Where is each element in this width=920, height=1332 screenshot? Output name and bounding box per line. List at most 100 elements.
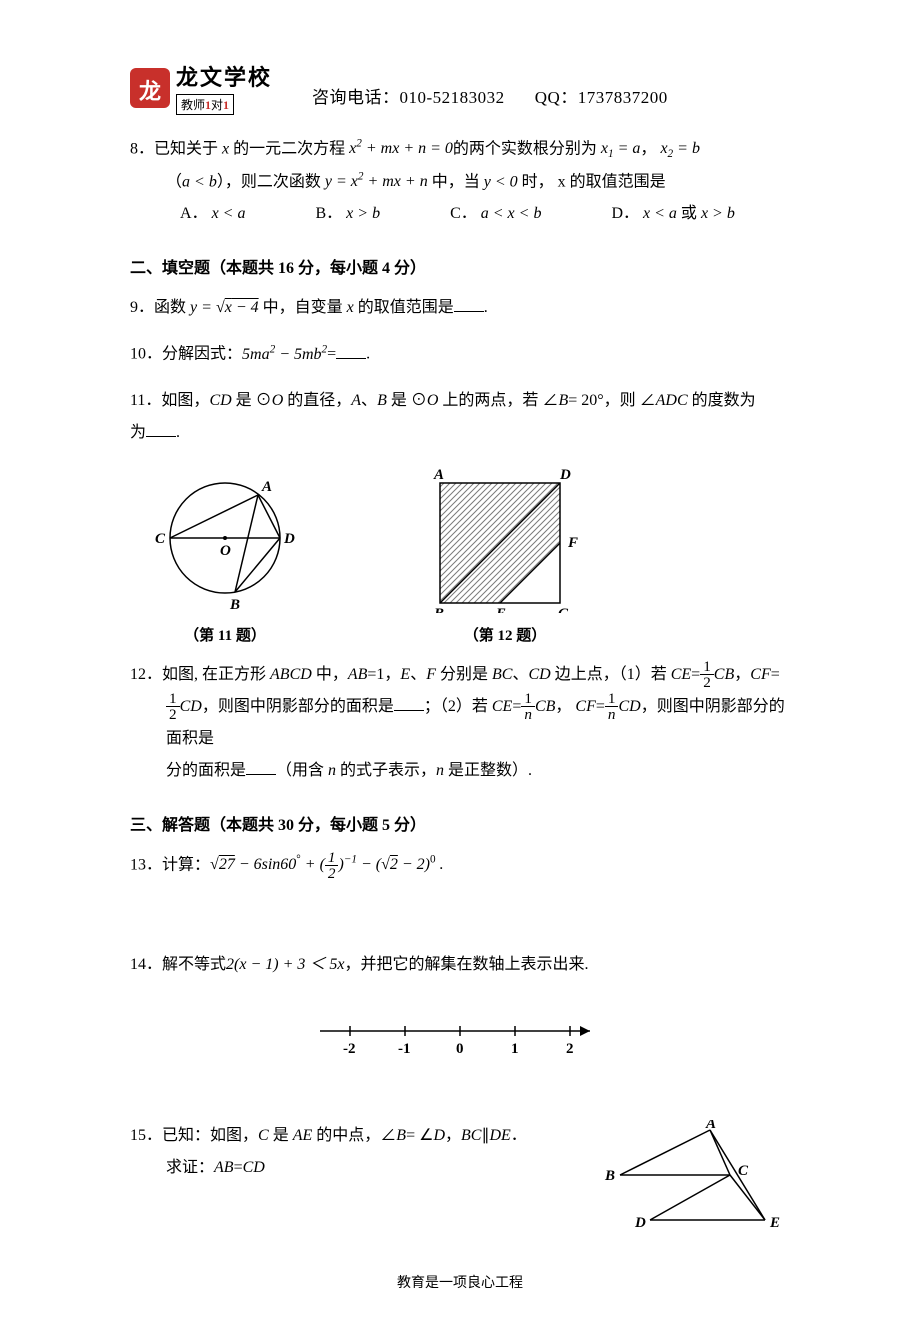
tick-1: 1 [511, 1041, 519, 1057]
q10-t1: 分解因式： [162, 346, 242, 363]
q11-sep: 、 [361, 392, 377, 409]
q15-t6: ． [511, 1127, 527, 1144]
q11-cd: CD [209, 392, 231, 409]
q11-o2: O [427, 392, 439, 409]
section-2-title: 二、填空题（本题共 16 分，每小题 4 分） [130, 254, 790, 278]
fig12-D: D [559, 467, 571, 483]
q12-t3: 分别是 [436, 666, 492, 683]
q8-optB-label: B． [315, 205, 342, 222]
subtitle-prefix: 教师 [181, 98, 205, 112]
q15-prove: 求证： [166, 1159, 214, 1176]
q8-optA: A． x < a [180, 198, 245, 230]
fig12-C: C [558, 606, 569, 613]
frac-num: 1 [521, 691, 535, 707]
q11-t6: = 20°，则 ∠ [568, 392, 655, 409]
fig11-svg: A C D O B [140, 463, 310, 613]
page: 龙文学校 教师1对1 咨询电话：010-52183032 QQ：17378372… [0, 0, 920, 1332]
q12-ce: CE [671, 666, 691, 683]
tick-neg2: -2 [343, 1041, 356, 1057]
q8-optC-label: C． [450, 205, 477, 222]
q12-bc: BC [492, 666, 512, 683]
qq-label: QQ： [535, 88, 578, 107]
q12-blank2 [246, 758, 276, 775]
fig12-svg: A D F B E C [410, 463, 600, 613]
fig12-E: E [495, 606, 506, 613]
frac-num: 1 [325, 850, 339, 866]
fig12-caption: （第 12 题） [410, 624, 600, 645]
q12-num: 12． [130, 666, 162, 683]
q15-d: D [433, 1127, 445, 1144]
q8-num: 8． [130, 140, 154, 157]
q8-t3: 的两个实数根分别为 [453, 140, 601, 157]
q8-ycond: y < 0 [484, 173, 518, 190]
q8-cond: a < b [182, 173, 217, 190]
q8-mid: 中，当 [428, 173, 484, 190]
q12-t8: （用含 [276, 762, 328, 779]
fig11-caption: （第 11 题） [140, 624, 310, 645]
fig15-B: B [604, 1168, 615, 1184]
question-10: 10．分解因式：5ma2 − 5mb2=. [130, 338, 790, 370]
fig11-O: O [220, 543, 231, 559]
question-8: 8．已知关于 x 的一元二次方程 x2 + mx + n = 0的两个实数根分别… [130, 133, 790, 230]
number-line-svg: -2 -1 0 1 2 [310, 1011, 610, 1061]
fig15-A: A [705, 1120, 716, 1132]
q12-n2: 1n [605, 691, 619, 722]
q8-optA-label: A． [180, 205, 208, 222]
q13-t1: 计算： [162, 856, 210, 873]
one-2: 1 [223, 98, 229, 112]
qq: QQ：1737837200 [535, 83, 668, 108]
q12-cd3: CD [618, 698, 640, 715]
frac-den: 2 [166, 707, 180, 722]
q8-open: （ [166, 173, 182, 190]
fig15-E: E [769, 1215, 780, 1231]
qq-number: 1737837200 [578, 88, 668, 107]
q8-t2: 的一元二次方程 [229, 140, 349, 157]
spacer-13 [130, 895, 790, 935]
figure-15: A B C D E [590, 1120, 790, 1252]
q12-comma: ， [734, 666, 750, 683]
q14-num: 14． [130, 956, 162, 973]
q15-b: B [396, 1127, 406, 1144]
logo-icon [130, 68, 170, 108]
q12-t10: 是正整数）. [444, 762, 532, 779]
logo: 龙文学校 教师1对1 [130, 60, 272, 115]
q12-t2: 中， [312, 666, 348, 683]
question-11: 11．如图，CD 是 ⊙O 的直径，A、B 是 ⊙O 上的两点，若 ∠B= 20… [130, 385, 790, 449]
q11-o: O [272, 392, 284, 409]
spacer-14 [130, 1086, 790, 1106]
fig11-B: B [229, 597, 240, 613]
frac-den: n [605, 707, 619, 722]
q8-optC: C． a < x < b [450, 198, 541, 230]
q12-n: n [328, 762, 336, 779]
q12-n2t: n [436, 762, 444, 779]
q15-prove-line: 求证：AB=CD [166, 1159, 265, 1176]
q11-t1: 如图， [161, 392, 209, 409]
q11-t5: 上的两点，若 ∠ [438, 392, 558, 409]
q15-de: DE [489, 1127, 510, 1144]
q8-options: A． x < a B． x > b C． a < x < b D． x < a … [180, 198, 790, 230]
section-3-title: 三、解答题（本题共 30 分，每小题 5 分） [130, 811, 790, 835]
q12-line3: 分的面积是（用含 n 的式子表示，n 是正整数）. [166, 755, 790, 787]
q12-t6: ；（2）若 [424, 698, 492, 715]
q8-r1: x1 = a [601, 140, 641, 157]
q11-a: A [351, 392, 361, 409]
frac-num: 1 [700, 659, 714, 675]
q15-cd: CD [243, 1159, 265, 1176]
q12-eq3: = [771, 666, 780, 683]
q11-period: . [176, 424, 180, 441]
tick-neg1: -1 [398, 1041, 411, 1057]
q12-abcd: ABCD [270, 666, 312, 683]
frac-num: 1 [605, 691, 619, 707]
fig15-C: C [738, 1163, 749, 1179]
q15-text: 15．已知：如图，C 是 AE 的中点，∠B= ∠D，BC∥DE． 求证：AB=… [130, 1120, 550, 1184]
q15-t3: 的中点，∠ [312, 1127, 396, 1144]
frac-den: 2 [700, 675, 714, 690]
q11-adc: ADC [656, 392, 688, 409]
q9-func: y = √x − 4 [190, 299, 259, 316]
q9-var: x [347, 299, 354, 316]
phone: 咨询电话：010-52183032 [312, 83, 505, 108]
q8-eq1: x2 + mx + n = 0 [349, 140, 453, 157]
q12-eq5: = [596, 698, 605, 715]
q12-cf2: CF [575, 698, 595, 715]
tick-0: 0 [456, 1041, 464, 1057]
